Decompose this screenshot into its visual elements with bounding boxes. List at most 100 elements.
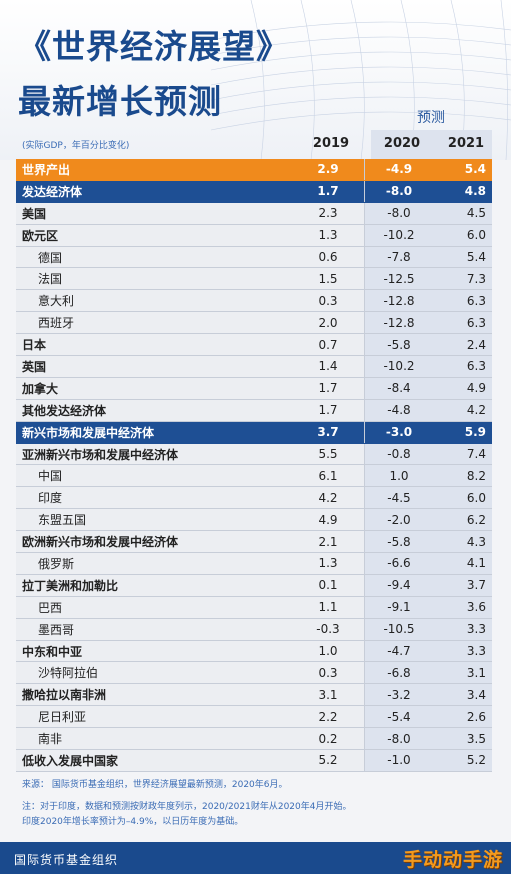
value-2021: 7.3 [433, 267, 492, 291]
growth-forecast-table: 世界产出 2.9 -4.9 5.4 发达经济体 1.7 -8.0 4.8 美国 2.3 -8.0 4.… [16, 159, 492, 772]
value-2019: 5.5 [292, 443, 365, 466]
row-name: 南非 [16, 727, 292, 751]
value-2021: 3.5 [433, 727, 492, 751]
value-2019: 0.2 [292, 727, 365, 751]
table-row: 其他发达经济体 1.7 -4.8 4.2 [16, 399, 492, 422]
table-row: 撒哈拉以南非洲 3.1 -3.2 3.4 [16, 683, 492, 707]
table-row: 新兴市场和发展中经济体 3.7 -3.0 5.9 [16, 421, 492, 444]
value-2020: -12.8 [364, 289, 433, 313]
footnote-line-2: 印度2020年增长率预计为–4.9%，以日历年度为基础。 [22, 817, 244, 827]
value-2019: 0.3 [292, 661, 365, 685]
table-row: 发达经济体 1.7 -8.0 4.8 [16, 180, 492, 203]
value-2020: -6.8 [364, 661, 433, 685]
value-2019: 1.1 [292, 596, 365, 619]
row-name: 东盟五国 [16, 508, 292, 532]
value-2020: -8.0 [364, 202, 433, 225]
value-2021: 4.9 [433, 377, 492, 400]
table-row: 德国 0.6 -7.8 5.4 [16, 246, 492, 269]
value-2021: 4.3 [433, 530, 492, 554]
value-2019: 4.2 [292, 486, 365, 510]
row-name: 新兴市场和发展中经济体 [16, 421, 292, 444]
value-2019: 1.4 [292, 355, 365, 378]
value-2019: 2.3 [292, 202, 365, 225]
value-2020: -9.4 [364, 574, 433, 597]
table-row: 印度 4.2 -4.5 6.0 [16, 486, 492, 510]
row-name: 美国 [16, 202, 292, 225]
value-2019: 3.7 [292, 421, 365, 444]
year-header-2019: 2019 [312, 136, 350, 151]
value-2020: -6.6 [364, 552, 433, 575]
value-2019: 1.3 [292, 552, 365, 575]
value-2021: 3.7 [433, 574, 492, 597]
value-2021: 3.1 [433, 661, 492, 685]
row-name: 意大利 [16, 289, 292, 313]
row-name: 尼日利亚 [16, 705, 292, 729]
value-2020: -8.0 [364, 727, 433, 751]
value-2021: 7.4 [433, 443, 492, 466]
row-name: 法国 [16, 267, 292, 291]
value-2019: 0.3 [292, 289, 365, 313]
row-name: 英国 [16, 355, 292, 378]
value-2019: 0.7 [292, 333, 365, 357]
page-subtitle: 最新增长预测 [18, 82, 222, 121]
table-row: 西班牙 2.0 -12.8 6.3 [16, 311, 492, 335]
value-2020: -2.0 [364, 508, 433, 532]
table-row: 巴西 1.1 -9.1 3.6 [16, 596, 492, 619]
value-2019: 1.7 [292, 377, 365, 400]
table-row: 沙特阿拉伯 0.3 -6.8 3.1 [16, 661, 492, 685]
value-2019: 4.9 [292, 508, 365, 532]
value-2021: 6.3 [433, 311, 492, 335]
row-name: 发达经济体 [16, 180, 292, 203]
value-2021: 4.5 [433, 202, 492, 225]
row-name: 低收入发展中国家 [16, 749, 292, 772]
row-name: 加拿大 [16, 377, 292, 400]
value-2020: -3.0 [364, 421, 433, 444]
value-2020: -1.0 [364, 749, 433, 772]
value-2020: -4.7 [364, 640, 433, 663]
table-row: 日本 0.7 -5.8 2.4 [16, 333, 492, 357]
value-2021: 6.3 [433, 355, 492, 378]
header-banner: 《世界经济展望》 最新增长预测 [0, 0, 511, 160]
value-2019: 2.2 [292, 705, 365, 729]
table-row: 世界产出 2.9 -4.9 5.4 [16, 159, 492, 181]
row-name: 沙特阿拉伯 [16, 661, 292, 685]
table-row: 英国 1.4 -10.2 6.3 [16, 355, 492, 378]
value-2021: 5.4 [433, 246, 492, 269]
row-name: 西班牙 [16, 311, 292, 335]
row-name: 俄罗斯 [16, 552, 292, 575]
value-2020: -5.8 [364, 530, 433, 554]
value-2021: 6.2 [433, 508, 492, 532]
value-2021: 6.3 [433, 289, 492, 313]
table-row: 拉丁美洲和加勒比 0.1 -9.4 3.7 [16, 574, 492, 597]
row-name: 墨西哥 [16, 618, 292, 641]
row-name: 其他发达经济体 [16, 399, 292, 422]
row-name: 巴西 [16, 596, 292, 619]
value-2021: 2.4 [433, 333, 492, 357]
value-2021: 6.0 [433, 224, 492, 247]
value-2021: 5.9 [433, 421, 492, 444]
value-2021: 4.8 [433, 180, 492, 203]
footer-org-name: 国际货币基金组织 [14, 853, 119, 867]
value-2019: 0.1 [292, 574, 365, 597]
value-2019: 1.5 [292, 267, 365, 291]
value-2021: 3.4 [433, 683, 492, 707]
row-name: 欧元区 [16, 224, 292, 247]
table-row: 意大利 0.3 -12.8 6.3 [16, 289, 492, 313]
table-row: 中国 6.1 1.0 8.2 [16, 464, 492, 488]
table-row: 南非 0.2 -8.0 3.5 [16, 727, 492, 751]
table-row: 法国 1.5 -12.5 7.3 [16, 267, 492, 291]
table-row: 尼日利亚 2.2 -5.4 2.6 [16, 705, 492, 729]
value-2021: 4.2 [433, 399, 492, 422]
value-2020: -10.2 [364, 224, 433, 247]
value-2019: 2.1 [292, 530, 365, 554]
table-row: 欧洲新兴市场和发展中经济体 2.1 -5.8 4.3 [16, 530, 492, 554]
table-row: 低收入发展中国家 5.2 -1.0 5.2 [16, 749, 492, 772]
table-row: 东盟五国 4.9 -2.0 6.2 [16, 508, 492, 532]
source-note: 来源： 国际货币基金组织，世界经济展望最新预测，2020年6月。 [22, 780, 288, 790]
value-2020: -9.1 [364, 596, 433, 619]
table-row: 墨西哥 -0.3 -10.5 3.3 [16, 618, 492, 641]
value-2019: 1.7 [292, 399, 365, 422]
value-2019: 1.7 [292, 180, 365, 203]
table-row: 中东和中亚 1.0 -4.7 3.3 [16, 640, 492, 663]
value-2020: -4.9 [364, 159, 433, 181]
